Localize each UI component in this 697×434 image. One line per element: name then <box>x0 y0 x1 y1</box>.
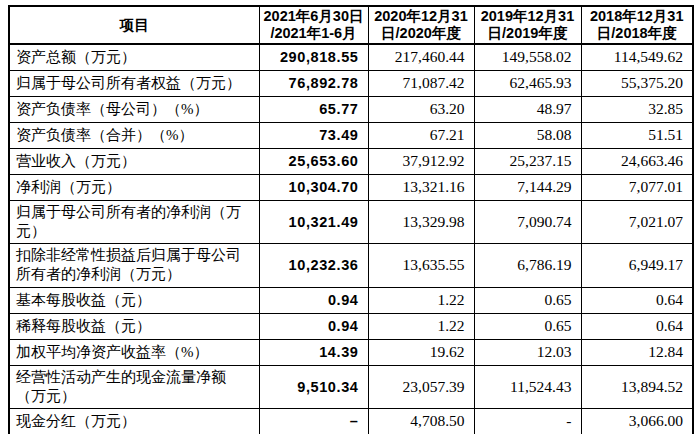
value-2018: 51.51 <box>581 122 693 148</box>
value-2019: 48.97 <box>474 96 581 122</box>
header-period-2020-line2: 日/2020年度 <box>369 25 474 42</box>
row-label: 资产负债率（合并）（%） <box>9 122 259 148</box>
value-2021-h1: 10,321.49 <box>259 200 368 243</box>
value-2018: 114,549.62 <box>581 44 693 70</box>
value-2018: 0.64 <box>581 287 693 313</box>
row-label: 经营性活动产生的现金流量净额（万元） <box>9 365 259 408</box>
value-2020: 1.22 <box>368 313 474 339</box>
value-2020: 1.22 <box>368 287 474 313</box>
value-2021-h1: 14.39 <box>259 339 368 365</box>
row-label: 稀释每股收益（元） <box>9 313 259 339</box>
value-2020: 13,321.16 <box>368 174 474 200</box>
value-2018: 7,021.07 <box>581 200 693 243</box>
value-2018: 32.85 <box>581 96 693 122</box>
value-2020: 19.62 <box>368 339 474 365</box>
row-label: 加权平均净资产收益率（%） <box>9 339 259 365</box>
value-2019: 7,144.29 <box>474 174 581 200</box>
financial-summary-page: 项目 2021年6月30日 /2021年1-6月 2020年12月31 日/20… <box>0 0 697 434</box>
table-row: 扣除非经常性损益后归属于母公司所有者的净利润（万元）10,232.3613,63… <box>9 243 693 287</box>
value-2021-h1: 10,232.36 <box>259 243 368 287</box>
value-2020: 23,057.39 <box>368 365 474 408</box>
value-2021-h1: 0.94 <box>259 287 368 313</box>
row-label: 现金分红（万元） <box>9 408 259 434</box>
value-2020: 217,460.44 <box>368 44 474 70</box>
value-2019: - <box>474 408 581 434</box>
header-period-2020: 2020年12月31 日/2020年度 <box>368 6 474 44</box>
table-row: 净利润（万元）10,304.7013,321.167,144.297,077.0… <box>9 174 693 200</box>
value-2021-h1: 0.94 <box>259 313 368 339</box>
header-period-2020-line1: 2020年12月31 <box>369 8 474 25</box>
table-header-row: 项目 2021年6月30日 /2021年1-6月 2020年12月31 日/20… <box>9 6 693 44</box>
value-2021-h1: 76,892.78 <box>259 70 368 96</box>
value-2019: 149,558.02 <box>474 44 581 70</box>
value-2020: 37,912.92 <box>368 148 474 174</box>
value-2018: 12.84 <box>581 339 693 365</box>
financial-summary-table: 项目 2021年6月30日 /2021年1-6月 2020年12月31 日/20… <box>8 5 694 434</box>
value-2019: 58.08 <box>474 122 581 148</box>
row-label: 资产负债率（母公司）（%） <box>9 96 259 122</box>
row-label: 营业收入（万元） <box>9 148 259 174</box>
value-2019: 12.03 <box>474 339 581 365</box>
header-period-2018-line1: 2018年12月31 <box>582 8 693 25</box>
table-row: 归属于母公司所有者权益（万元）76,892.7871,087.4262,465.… <box>9 70 693 96</box>
value-2018: 6,949.17 <box>581 243 693 287</box>
value-2021-h1: 25,653.60 <box>259 148 368 174</box>
header-period-2019-line1: 2019年12月31 <box>475 8 581 25</box>
value-2020: 4,708.50 <box>368 408 474 434</box>
value-2019: 0.65 <box>474 313 581 339</box>
table-row: 归属于母公司所有者的净利润（万元）10,321.4913,329.987,090… <box>9 200 693 243</box>
value-2021-h1: 73.49 <box>259 122 368 148</box>
header-period-2018: 2018年12月31 日/2018年度 <box>581 6 693 44</box>
header-period-2019-line2: 日/2019年度 <box>475 25 581 42</box>
value-2019: 62,465.93 <box>474 70 581 96</box>
table-row: 资产总额（万元）290,818.55217,460.44149,558.0211… <box>9 44 693 70</box>
row-label: 基本每股收益（元） <box>9 287 259 313</box>
value-2018: 55,375.20 <box>581 70 693 96</box>
table-row: 加权平均净资产收益率（%）14.3919.6212.0312.84 <box>9 339 693 365</box>
table-row: 基本每股收益（元）0.941.220.650.64 <box>9 287 693 313</box>
header-period-2019: 2019年12月31 日/2019年度 <box>474 6 581 44</box>
table-row: 现金分红（万元）–4,708.50-3,066.00 <box>9 408 693 434</box>
value-2019: 25,237.15 <box>474 148 581 174</box>
table-row: 资产负债率（合并）（%）73.4967.2158.0851.51 <box>9 122 693 148</box>
value-2018: 7,077.01 <box>581 174 693 200</box>
header-period-2021-line2: /2021年1-6月 <box>260 25 368 42</box>
value-2020: 13,635.55 <box>368 243 474 287</box>
row-label: 归属于母公司所有者权益（万元） <box>9 70 259 96</box>
value-2018: 13,894.52 <box>581 365 693 408</box>
table-row: 资产负债率（母公司）（%）65.7763.2048.9732.85 <box>9 96 693 122</box>
value-2021-h1: 65.77 <box>259 96 368 122</box>
row-label: 归属于母公司所有者的净利润（万元） <box>9 200 259 243</box>
row-label: 扣除非经常性损益后归属于母公司所有者的净利润（万元） <box>9 243 259 287</box>
value-2018: 24,663.46 <box>581 148 693 174</box>
row-label: 净利润（万元） <box>9 174 259 200</box>
header-period-2018-line2: 日/2018年度 <box>582 25 693 42</box>
value-2019: 0.65 <box>474 287 581 313</box>
value-2018: 0.64 <box>581 313 693 339</box>
value-2021-h1: – <box>259 408 368 434</box>
value-2019: 6,786.19 <box>474 243 581 287</box>
header-period-2021: 2021年6月30日 /2021年1-6月 <box>259 6 368 44</box>
value-2021-h1: 9,510.34 <box>259 365 368 408</box>
value-2020: 13,329.98 <box>368 200 474 243</box>
value-2020: 71,087.42 <box>368 70 474 96</box>
table-row: 营业收入（万元）25,653.6037,912.9225,237.1524,66… <box>9 148 693 174</box>
value-2021-h1: 290,818.55 <box>259 44 368 70</box>
header-period-2021-line1: 2021年6月30日 <box>260 8 368 25</box>
table-row: 稀释每股收益（元）0.941.220.650.64 <box>9 313 693 339</box>
table-row: 经营性活动产生的现金流量净额（万元）9,510.3423,057.3911,52… <box>9 365 693 408</box>
value-2018: 3,066.00 <box>581 408 693 434</box>
header-item-column: 项目 <box>9 6 259 44</box>
row-label: 资产总额（万元） <box>9 44 259 70</box>
value-2020: 67.21 <box>368 122 474 148</box>
value-2019: 7,090.74 <box>474 200 581 243</box>
value-2020: 63.20 <box>368 96 474 122</box>
value-2019: 11,524.43 <box>474 365 581 408</box>
value-2021-h1: 10,304.70 <box>259 174 368 200</box>
